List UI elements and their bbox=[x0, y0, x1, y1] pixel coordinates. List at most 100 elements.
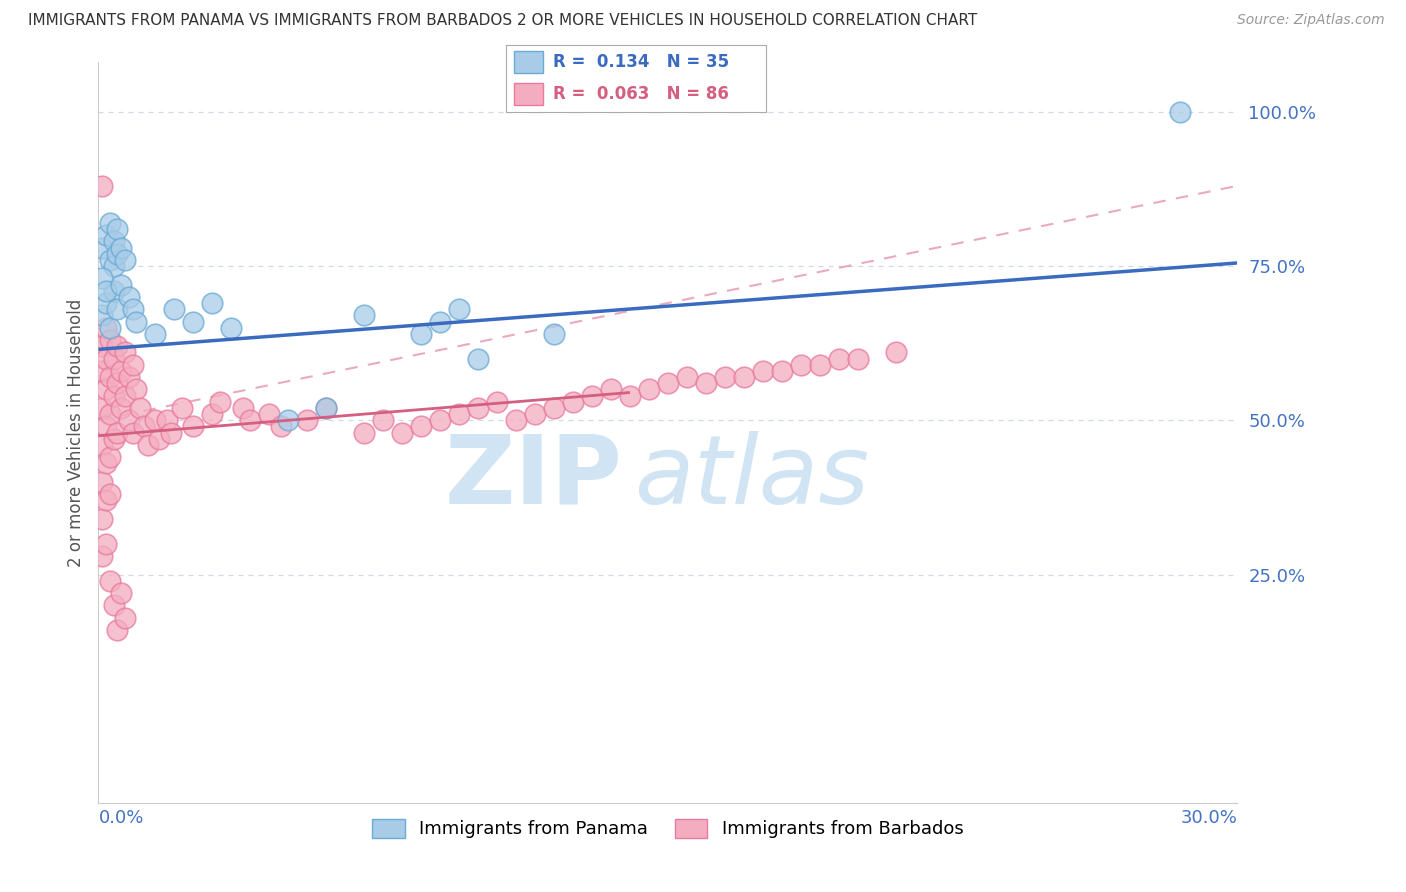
Point bbox=[259, 407, 281, 421]
Point bbox=[103, 284, 125, 298]
Point bbox=[277, 413, 299, 427]
Point bbox=[94, 296, 117, 310]
Point bbox=[98, 216, 121, 230]
Point bbox=[371, 413, 394, 427]
Point bbox=[183, 315, 205, 329]
Point bbox=[94, 419, 117, 434]
Point bbox=[132, 419, 155, 434]
Point bbox=[449, 302, 471, 317]
Point bbox=[353, 309, 375, 323]
Point bbox=[98, 450, 121, 465]
Text: R =  0.134   N = 35: R = 0.134 N = 35 bbox=[553, 54, 730, 71]
Point bbox=[94, 351, 117, 366]
Point bbox=[91, 438, 114, 452]
Point bbox=[107, 302, 129, 317]
Point bbox=[103, 432, 125, 446]
Point bbox=[297, 413, 319, 427]
Point bbox=[121, 425, 143, 440]
Point bbox=[156, 413, 179, 427]
Point bbox=[110, 586, 132, 600]
Point bbox=[91, 364, 114, 378]
Y-axis label: 2 or more Vehicles in Household: 2 or more Vehicles in Household bbox=[66, 299, 84, 566]
Text: ZIP: ZIP bbox=[444, 431, 623, 524]
Point bbox=[315, 401, 337, 415]
Text: R =  0.063   N = 86: R = 0.063 N = 86 bbox=[553, 85, 728, 103]
Point bbox=[98, 487, 121, 501]
Point bbox=[98, 320, 121, 334]
Point bbox=[486, 394, 509, 409]
Point bbox=[94, 383, 117, 397]
Point bbox=[91, 178, 114, 193]
Point bbox=[103, 235, 125, 249]
Point bbox=[391, 425, 413, 440]
Point bbox=[714, 370, 737, 384]
Point bbox=[107, 246, 129, 260]
Point bbox=[1170, 104, 1192, 119]
Point bbox=[91, 549, 114, 563]
Point bbox=[114, 611, 136, 625]
Point bbox=[315, 401, 337, 415]
Point bbox=[600, 383, 623, 397]
Text: 0.0%: 0.0% bbox=[98, 809, 143, 827]
Point bbox=[110, 240, 132, 255]
Legend: Immigrants from Panama, Immigrants from Barbados: Immigrants from Panama, Immigrants from … bbox=[364, 812, 972, 846]
Point bbox=[103, 259, 125, 273]
Point bbox=[121, 302, 143, 317]
Point bbox=[638, 383, 661, 397]
Point bbox=[121, 358, 143, 372]
Point bbox=[884, 345, 907, 359]
Point bbox=[94, 457, 117, 471]
Point bbox=[411, 419, 433, 434]
Point bbox=[170, 401, 193, 415]
Point bbox=[103, 599, 125, 613]
Point bbox=[505, 413, 527, 427]
Point bbox=[770, 364, 793, 378]
Point bbox=[107, 376, 129, 391]
Point bbox=[239, 413, 262, 427]
Point bbox=[98, 574, 121, 588]
Point bbox=[114, 389, 136, 403]
Point bbox=[201, 296, 224, 310]
Point bbox=[94, 228, 117, 243]
Point bbox=[657, 376, 679, 391]
Point bbox=[91, 271, 114, 285]
Point bbox=[91, 240, 114, 255]
Point bbox=[94, 320, 117, 334]
Point bbox=[208, 394, 231, 409]
Point bbox=[524, 407, 547, 421]
Point bbox=[221, 320, 243, 334]
Point bbox=[91, 309, 114, 323]
Point bbox=[91, 512, 114, 526]
Point bbox=[114, 252, 136, 267]
Point bbox=[183, 419, 205, 434]
Point bbox=[695, 376, 717, 391]
Point bbox=[91, 401, 114, 415]
Point bbox=[676, 370, 699, 384]
Point bbox=[201, 407, 224, 421]
Point bbox=[148, 432, 170, 446]
Point bbox=[581, 389, 603, 403]
Point bbox=[94, 536, 117, 550]
Point bbox=[429, 315, 451, 329]
Point bbox=[118, 413, 141, 427]
Point bbox=[808, 358, 831, 372]
Point bbox=[110, 401, 132, 415]
Point bbox=[103, 351, 125, 366]
Point bbox=[752, 364, 775, 378]
FancyBboxPatch shape bbox=[515, 83, 543, 104]
Point bbox=[232, 401, 254, 415]
Point bbox=[110, 277, 132, 292]
Text: Source: ZipAtlas.com: Source: ZipAtlas.com bbox=[1237, 13, 1385, 28]
Point bbox=[543, 326, 565, 341]
Point bbox=[114, 345, 136, 359]
Point bbox=[107, 339, 129, 353]
Point bbox=[107, 425, 129, 440]
Point bbox=[98, 333, 121, 347]
Point bbox=[159, 425, 181, 440]
Point bbox=[270, 419, 292, 434]
Point bbox=[107, 222, 129, 236]
Text: IMMIGRANTS FROM PANAMA VS IMMIGRANTS FROM BARBADOS 2 OR MORE VEHICLES IN HOUSEHO: IMMIGRANTS FROM PANAMA VS IMMIGRANTS FRO… bbox=[28, 13, 977, 29]
Point bbox=[107, 623, 129, 637]
Point bbox=[543, 401, 565, 415]
Point bbox=[136, 438, 159, 452]
